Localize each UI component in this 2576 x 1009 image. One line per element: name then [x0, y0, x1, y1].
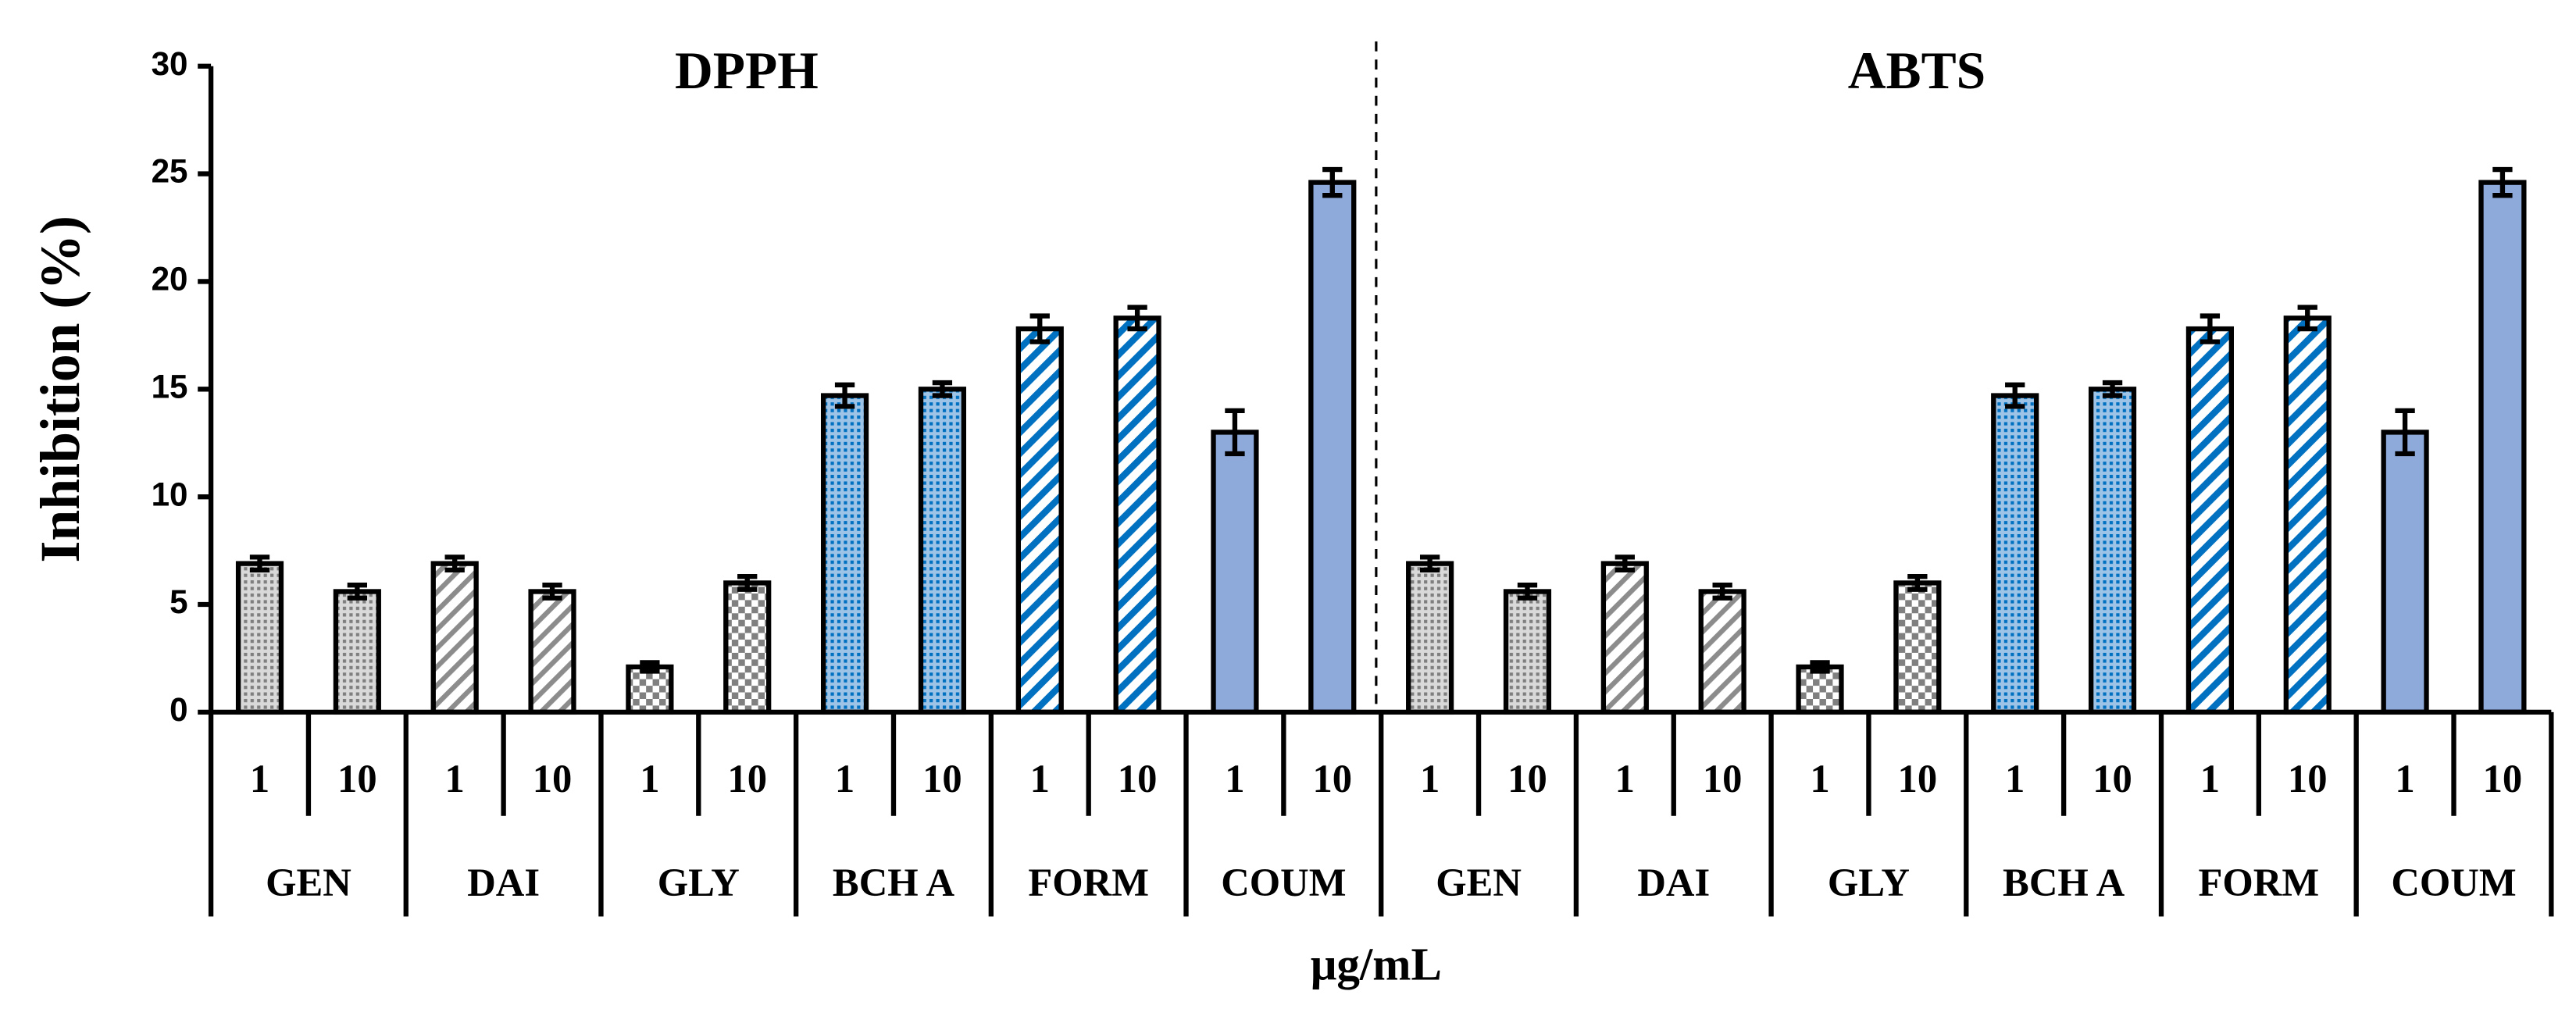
group-label: DAI — [467, 861, 540, 904]
x-tick-label: 1 — [1225, 757, 1244, 800]
x-tick-label: 1 — [1810, 757, 1829, 800]
x-tick-label: 1 — [2005, 757, 2025, 800]
y-tick-label: 0 — [169, 691, 187, 728]
group-label: GEN — [1436, 861, 1522, 904]
y-tick-label: 15 — [152, 368, 188, 405]
x-tick-label: 10 — [1703, 757, 1743, 800]
bar — [1893, 580, 1942, 715]
x-axis-label: μg/mL — [1311, 939, 1442, 990]
x-tick-label: 10 — [533, 757, 573, 800]
bar — [430, 561, 479, 715]
y-tick-label: 30 — [152, 45, 188, 82]
group-label: BCH A — [2003, 861, 2125, 904]
bar — [528, 589, 576, 715]
x-tick-label: 1 — [1030, 757, 1050, 800]
x-tick-label: 10 — [727, 757, 767, 800]
bar — [1503, 589, 1552, 715]
x-tick-label: 1 — [2200, 757, 2220, 800]
group-label: GEN — [266, 861, 351, 904]
section-label: ABTS — [1848, 41, 1986, 100]
group-label: BCH A — [833, 861, 955, 904]
x-tick-label: 10 — [337, 757, 377, 800]
section-label: DPPH — [675, 41, 819, 100]
y-tick-label: 10 — [152, 476, 188, 512]
group-label: DAI — [1637, 861, 1710, 904]
group-label: COUM — [2391, 861, 2516, 904]
bar — [820, 393, 869, 715]
y-tick-label: 20 — [152, 261, 188, 298]
bar — [2478, 180, 2527, 715]
bar — [333, 589, 381, 715]
bar — [235, 561, 284, 715]
group-label: COUM — [1221, 861, 1346, 904]
y-tick-label: 25 — [152, 153, 188, 190]
x-tick-label: 1 — [640, 757, 659, 800]
bar — [2185, 326, 2234, 715]
x-tick-label: 1 — [445, 757, 465, 800]
x-tick-label: 10 — [1898, 757, 1938, 800]
x-tick-label: 10 — [2288, 757, 2328, 800]
group-label: FORM — [2198, 861, 2319, 904]
bar — [626, 664, 674, 715]
bar — [1015, 326, 1064, 715]
x-tick-label: 1 — [1615, 757, 1635, 800]
group-label: GLY — [1828, 861, 1910, 904]
bar — [1308, 180, 1357, 715]
x-tick-label: 1 — [250, 757, 269, 800]
bar — [723, 580, 772, 715]
x-tick-label: 10 — [2093, 757, 2132, 800]
bar — [1796, 664, 1844, 715]
bar — [2088, 387, 2137, 715]
x-tick-label: 10 — [1118, 757, 1158, 800]
bar — [1406, 561, 1454, 715]
x-tick-label: 10 — [2483, 757, 2523, 800]
y-tick-label: 5 — [169, 583, 187, 620]
bar — [2381, 430, 2429, 715]
bar — [1211, 430, 1259, 715]
bar — [1698, 589, 1746, 715]
bar — [2283, 316, 2332, 715]
bar — [1991, 393, 2039, 715]
x-tick-label: 1 — [2395, 757, 2414, 800]
y-axis-label: Inhibition (%) — [29, 216, 91, 563]
x-tick-label: 1 — [835, 757, 855, 800]
x-tick-label: 10 — [1312, 757, 1352, 800]
bar — [1113, 316, 1161, 715]
x-tick-label: 10 — [1507, 757, 1547, 800]
group-label: FORM — [1028, 861, 1149, 904]
x-tick-label: 1 — [1420, 757, 1440, 800]
bar — [918, 387, 967, 715]
bar — [1600, 561, 1649, 715]
x-tick-label: 10 — [922, 757, 962, 800]
group-label: GLY — [658, 861, 740, 904]
